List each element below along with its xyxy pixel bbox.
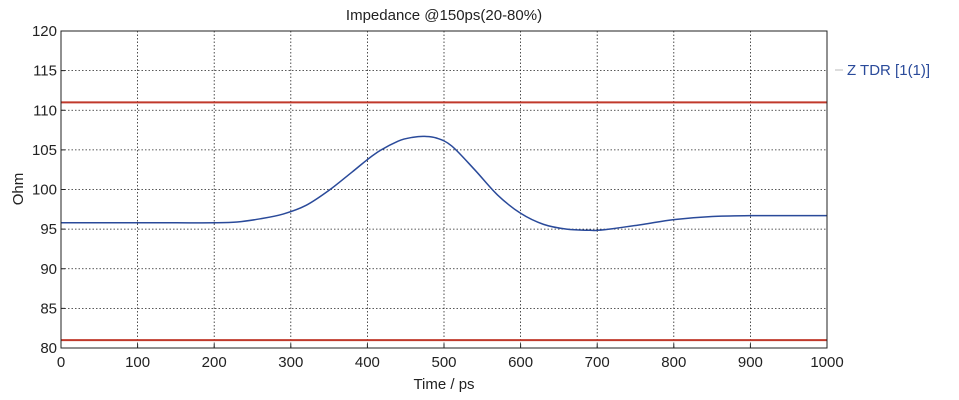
legend-label: Z TDR [1(1)] <box>847 62 930 79</box>
y-tick-label: 105 <box>32 142 57 159</box>
x-axis-ticks: 0 100 200 300 400 500 600 700 800 900 1000 <box>57 344 844 371</box>
y-tick-label: 100 <box>32 182 57 199</box>
x-tick-label: 500 <box>431 354 456 371</box>
y-axis-ticks: 80 85 90 95 100 105 110 115 120 <box>32 23 65 357</box>
grid <box>61 31 827 348</box>
x-tick-label: 100 <box>125 354 150 371</box>
chart-title: Impedance @150ps(20-80%) <box>346 7 542 24</box>
legend: Z TDR [1(1)] <box>835 62 930 79</box>
x-tick-label: 900 <box>738 354 763 371</box>
x-tick-label: 0 <box>57 354 65 371</box>
x-tick-label: 200 <box>202 354 227 371</box>
x-tick-label: 800 <box>661 354 686 371</box>
y-tick-label: 85 <box>40 300 57 317</box>
x-tick-label: 1000 <box>810 354 843 371</box>
y-tick-label: 115 <box>33 63 57 80</box>
x-tick-label: 400 <box>355 354 380 371</box>
x-tick-label: 700 <box>585 354 610 371</box>
x-tick-label: 300 <box>278 354 303 371</box>
x-axis-title: Time / ps <box>413 376 474 393</box>
y-tick-label: 110 <box>33 102 57 119</box>
y-tick-label: 80 <box>40 340 57 357</box>
y-axis-title: Ohm <box>10 173 27 206</box>
x-tick-label: 600 <box>508 354 533 371</box>
y-tick-label: 120 <box>32 23 57 40</box>
y-tick-label: 90 <box>40 261 57 278</box>
series-layer <box>60 101 827 342</box>
y-tick-label: 95 <box>40 221 57 238</box>
series-line-z-tdr <box>60 135 827 232</box>
